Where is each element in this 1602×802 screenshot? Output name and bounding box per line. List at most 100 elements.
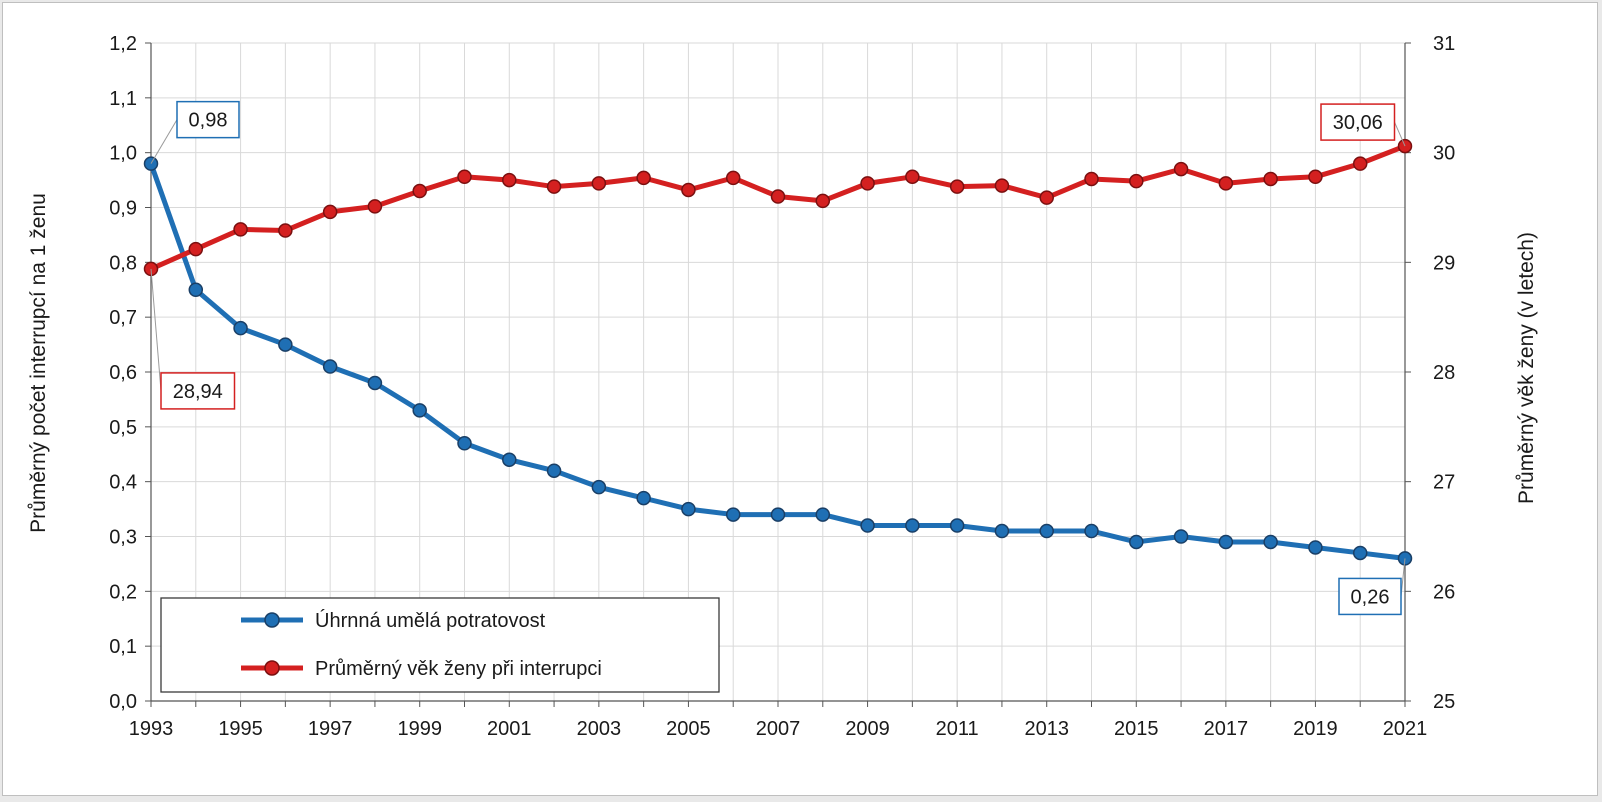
callout-leader — [1394, 121, 1406, 147]
x-tick-label: 2011 — [936, 718, 979, 740]
x-tick-label: 2019 — [1293, 718, 1338, 740]
data-point — [1173, 529, 1189, 544]
data-callout: 0,98 — [150, 100, 240, 164]
callout-box — [1338, 577, 1402, 616]
x-tick-label: 2007 — [756, 718, 801, 740]
y-left-tick-label: 1,1 — [109, 88, 137, 110]
data-point — [1352, 156, 1368, 171]
x-tick-label: 2021 — [1383, 718, 1428, 740]
legend-box — [160, 597, 720, 693]
y-right-tick-label: 26 — [1433, 581, 1455, 603]
x-tick-label: 2017 — [1204, 718, 1249, 740]
y-left-tick-label: 0,0 — [109, 691, 137, 713]
y-left-tick-label: 0,3 — [109, 527, 137, 549]
y-left-tick-label: 1,0 — [109, 143, 137, 165]
x-tick-label: 1993 — [129, 718, 174, 740]
callout-label: 30,06 — [1333, 112, 1383, 134]
data-point — [994, 178, 1010, 193]
callout-label: 0,98 — [189, 110, 228, 132]
tick-labels: 0,0 0,1 0,2 0,3 0,4 0,5 0,6 0,7 0,8 0,9 1,0 1,1 1,2 2… — [109, 33, 1455, 740]
y-axis-left-label: Průměrný počet interrupcí na 1 ženu — [27, 193, 50, 533]
data-point — [1308, 540, 1323, 555]
data-point — [815, 193, 831, 209]
y-right-tick-label: 31 — [1433, 33, 1455, 55]
y-left-tick-label: 0,4 — [109, 472, 137, 494]
y-right-tick-label: 27 — [1433, 472, 1455, 494]
annotation-layer: 0,98 28,94 30,06 0,26 — [150, 100, 1406, 616]
data-point — [949, 179, 965, 194]
data-point — [949, 518, 965, 533]
data-point — [905, 169, 920, 185]
data-point — [905, 518, 920, 533]
callout-label: 28,94 — [173, 381, 223, 403]
data-point — [546, 463, 562, 478]
data-point — [591, 479, 607, 495]
x-tick-label: 2003 — [577, 718, 622, 740]
x-tick-label: 1999 — [397, 718, 442, 740]
data-point — [636, 490, 651, 506]
y-left-tick-label: 0,8 — [109, 252, 137, 274]
callout-label: 0,26 — [1351, 586, 1390, 608]
data-point — [1173, 161, 1189, 177]
data-callout: 28,94 — [150, 268, 236, 410]
callout-box — [160, 372, 236, 410]
data-point — [994, 523, 1010, 539]
data-point — [233, 320, 248, 336]
x-tick-label: 2001 — [487, 718, 532, 740]
y-axis-right-label: Průměrný věk ženy (v letech) — [1515, 232, 1538, 504]
data-point — [1263, 171, 1278, 187]
data-point — [412, 183, 427, 199]
data-callout: 30,06 — [1320, 103, 1406, 147]
data-point — [1039, 190, 1054, 205]
x-tick-label: 1995 — [218, 718, 263, 740]
callout-leader — [150, 119, 178, 164]
data-point — [1129, 173, 1144, 189]
data-point — [725, 507, 741, 522]
data-point — [770, 189, 786, 204]
y-left-tick-label: 0,9 — [109, 198, 137, 220]
legend-marker-red — [264, 660, 280, 676]
y-left-tick-label: 0,2 — [109, 581, 137, 603]
data-point — [278, 223, 293, 238]
y-left-tick-label: 0,6 — [109, 362, 137, 384]
data-point — [681, 501, 696, 517]
data-point — [860, 518, 875, 533]
legend-label-abortion-rate: Úhrnná umělá potratovost — [315, 609, 546, 632]
data-point — [502, 452, 517, 467]
series-abortion-rate — [143, 156, 1413, 566]
data-point — [457, 436, 472, 451]
data-point — [1263, 534, 1278, 550]
series-mean-age — [143, 138, 1413, 277]
y-left-tick-label: 0,5 — [109, 417, 137, 439]
callout-box — [176, 100, 240, 139]
x-tick-label: 2009 — [845, 718, 890, 740]
y-right-tick-label: 30 — [1433, 143, 1455, 165]
data-point — [502, 172, 517, 188]
data-point — [546, 179, 562, 194]
y-right-tick-label: 25 — [1433, 691, 1455, 713]
callout-leader — [150, 268, 162, 391]
callout-box — [1320, 103, 1396, 141]
data-point — [278, 337, 293, 352]
data-point — [636, 170, 651, 186]
data-point — [681, 182, 696, 198]
data-point — [1084, 171, 1099, 187]
series-layer — [143, 138, 1413, 566]
data-point — [188, 282, 204, 297]
y-left-tick-label: 0,7 — [109, 307, 137, 329]
data-point — [1218, 176, 1234, 191]
data-point — [591, 176, 607, 191]
x-tick-label: 2015 — [1114, 718, 1159, 740]
y-left-tick-label: 1,2 — [109, 33, 137, 55]
data-point — [322, 204, 338, 220]
legend-marker-blue — [264, 612, 280, 628]
data-point — [860, 176, 875, 191]
data-point — [1129, 534, 1144, 550]
data-point — [725, 170, 741, 186]
x-tick-label: 2013 — [1024, 718, 1069, 740]
gridlines — [150, 42, 1406, 702]
data-point — [457, 169, 472, 185]
data-point — [1352, 545, 1368, 561]
legend: Úhrnná umělá potratovost Průměrný věk že… — [160, 597, 720, 693]
